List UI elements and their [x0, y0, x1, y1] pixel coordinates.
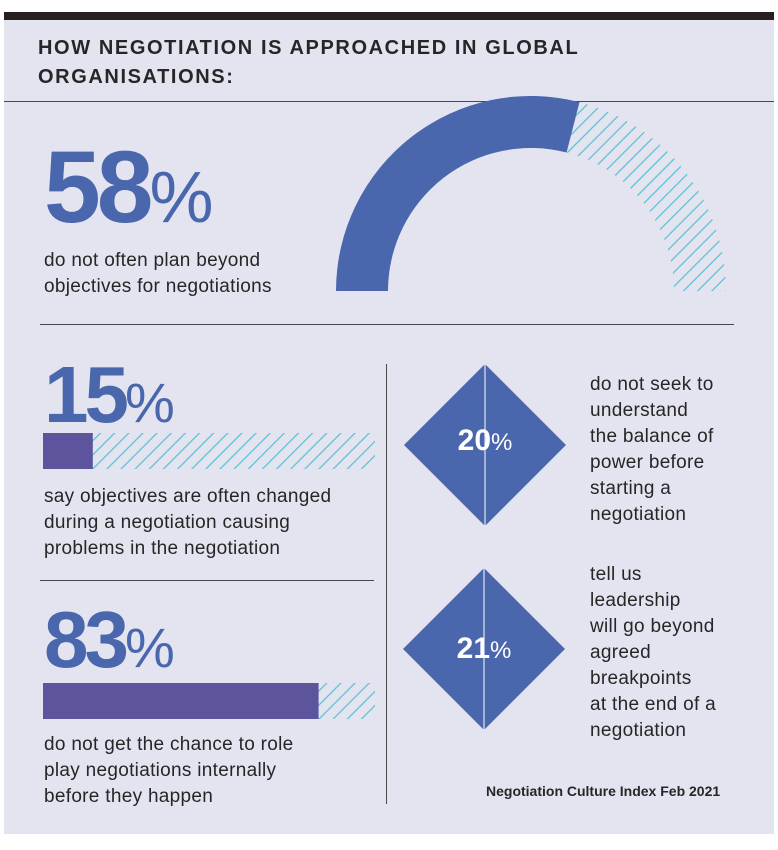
stat-21-line-6: at the end of a — [590, 694, 716, 715]
stat-15-description: say objectives are often changed during … — [44, 484, 374, 562]
stat-15-line-1: say objectives are often changed — [44, 486, 332, 507]
stat-15-bar-fill — [43, 433, 93, 469]
stat-20-line-1: do not seek to — [590, 374, 714, 395]
stat-21-diamond — [403, 568, 565, 730]
stat-21-value: 21% — [401, 632, 567, 666]
stat-21-line-7: negotiation — [590, 720, 687, 741]
stat-15-unit: % — [124, 371, 175, 434]
stat-58-line-2: objectives for negotiations — [44, 276, 272, 297]
stat-21-line-4: agreed — [590, 642, 651, 663]
stat-21-unit: % — [490, 637, 512, 664]
stat-83-bar-fill — [43, 683, 319, 719]
stat-20-value: 20% — [402, 424, 568, 458]
stat-21-line-1: tell us — [590, 564, 642, 585]
stat-83-line-1: do not get the chance to role — [44, 734, 294, 755]
stat-83-number: 83 — [44, 595, 129, 684]
stat-20-line-4: power before — [590, 452, 705, 473]
stat-15-number: 15 — [44, 350, 129, 439]
column-divider — [386, 364, 387, 804]
stat-58-unit: % — [149, 158, 214, 238]
gauge-filled-arc — [336, 96, 580, 291]
stat-20-diamond — [404, 364, 566, 526]
semicircle-gauge-58 — [336, 96, 726, 291]
stat-15-line-2: during a negotiation causing — [44, 512, 291, 533]
stat-58-number: 58 — [44, 130, 153, 244]
source-caption: Negotiation Culture Index Feb 2021 — [486, 783, 721, 799]
stat-21-number: 21 — [456, 632, 491, 665]
stat-58-value: 58% — [44, 136, 214, 238]
infographic-title: HOW NEGOTIATION IS APPROACHED IN GLOBAL … — [38, 37, 579, 88]
stat-83-bar — [43, 683, 375, 719]
stat-58-description: do not often plan beyond objectives for … — [44, 248, 344, 300]
stat-21-line-3: will go beyond — [590, 616, 715, 637]
stat-21-line-2: leadership — [590, 590, 681, 611]
stat-15-value: 15% — [44, 355, 175, 435]
left-divider — [40, 580, 374, 581]
stat-20-line-2: understand — [590, 400, 689, 421]
stat-20-line-5: starting a — [590, 478, 672, 499]
stat-21-line-5: breakpoints — [590, 668, 692, 689]
stat-15-bar-track — [43, 433, 375, 469]
stat-83-line-2: play negotiations internally — [44, 760, 277, 781]
section-divider — [40, 324, 734, 325]
stat-20-line-3: the balance of — [590, 426, 714, 447]
top-bar — [4, 12, 774, 20]
stat-15-line-3: problems in the negotiation — [44, 538, 281, 559]
stat-21-description: tell us leadership will go beyond agreed… — [590, 562, 770, 744]
stat-58-line-1: do not often plan beyond — [44, 250, 261, 271]
stat-15-bar — [43, 433, 375, 469]
stat-83-unit: % — [124, 616, 175, 679]
stat-20-line-6: negotiation — [590, 504, 687, 525]
stat-20-number: 20 — [457, 424, 492, 457]
stat-20-description: do not seek to understand the balance of… — [590, 372, 770, 528]
stat-83-value: 83% — [44, 600, 175, 680]
title-divider — [4, 101, 774, 102]
stat-83-line-3: before they happen — [44, 786, 214, 807]
stat-83-description: do not get the chance to role play negot… — [44, 732, 374, 810]
stat-20-unit: % — [491, 429, 513, 456]
gauge-remainder-arc — [566, 102, 726, 291]
